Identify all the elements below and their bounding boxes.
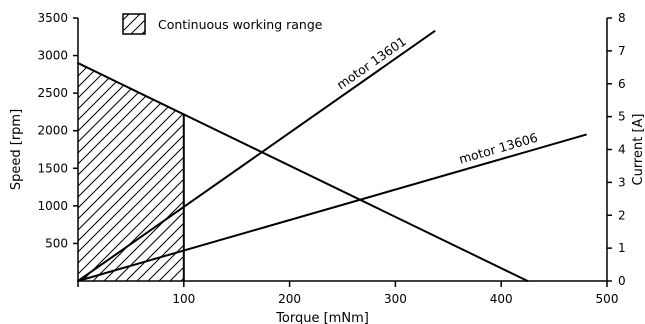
y-left-axis-title: Speed [rpm] xyxy=(9,109,24,190)
legend-label: Continuous working range xyxy=(158,17,323,32)
x-tick-label: 100 xyxy=(172,292,195,306)
working-range-hatch xyxy=(78,63,184,282)
y-right-tick-label: 2 xyxy=(618,208,626,222)
series-line-0 xyxy=(77,62,529,282)
x-axis-title: Torque [mNm] xyxy=(275,311,369,324)
series-line-1 xyxy=(77,30,436,282)
y-right-axis-title: Current [A] xyxy=(631,114,645,186)
series-label-2: motor 13606 xyxy=(457,130,539,167)
y-right-tick-label: 5 xyxy=(618,110,626,124)
y-right-tick-label: 4 xyxy=(618,143,626,157)
y-left-tick-label: 1500 xyxy=(37,161,68,175)
x-tick-label: 500 xyxy=(596,292,619,306)
series-label-1: motor 13601 xyxy=(334,33,409,92)
y-right-tick-label: 0 xyxy=(618,274,626,288)
y-left-tick-label: 2500 xyxy=(37,86,68,100)
x-tick-label: 200 xyxy=(278,292,301,306)
y-right-tick-label: 3 xyxy=(618,175,626,189)
y-left-tick-label: 2000 xyxy=(37,124,68,138)
y-right-tick-label: 8 xyxy=(618,11,626,25)
y-left-tick-label: 3000 xyxy=(37,49,68,63)
legend-hatch-swatch xyxy=(122,13,146,35)
y-right-tick-label: 1 xyxy=(618,241,626,255)
y-right-tick-label: 6 xyxy=(618,77,626,91)
y-left-tick-label: 3500 xyxy=(37,11,68,25)
y-right-tick-label: 7 xyxy=(618,44,626,58)
series-line-2 xyxy=(77,133,587,282)
x-tick-label: 400 xyxy=(490,292,513,306)
y-left-tick-label: 500 xyxy=(45,236,68,250)
x-tick-label: 300 xyxy=(384,292,407,306)
y-left-tick-label: 1000 xyxy=(37,199,68,213)
